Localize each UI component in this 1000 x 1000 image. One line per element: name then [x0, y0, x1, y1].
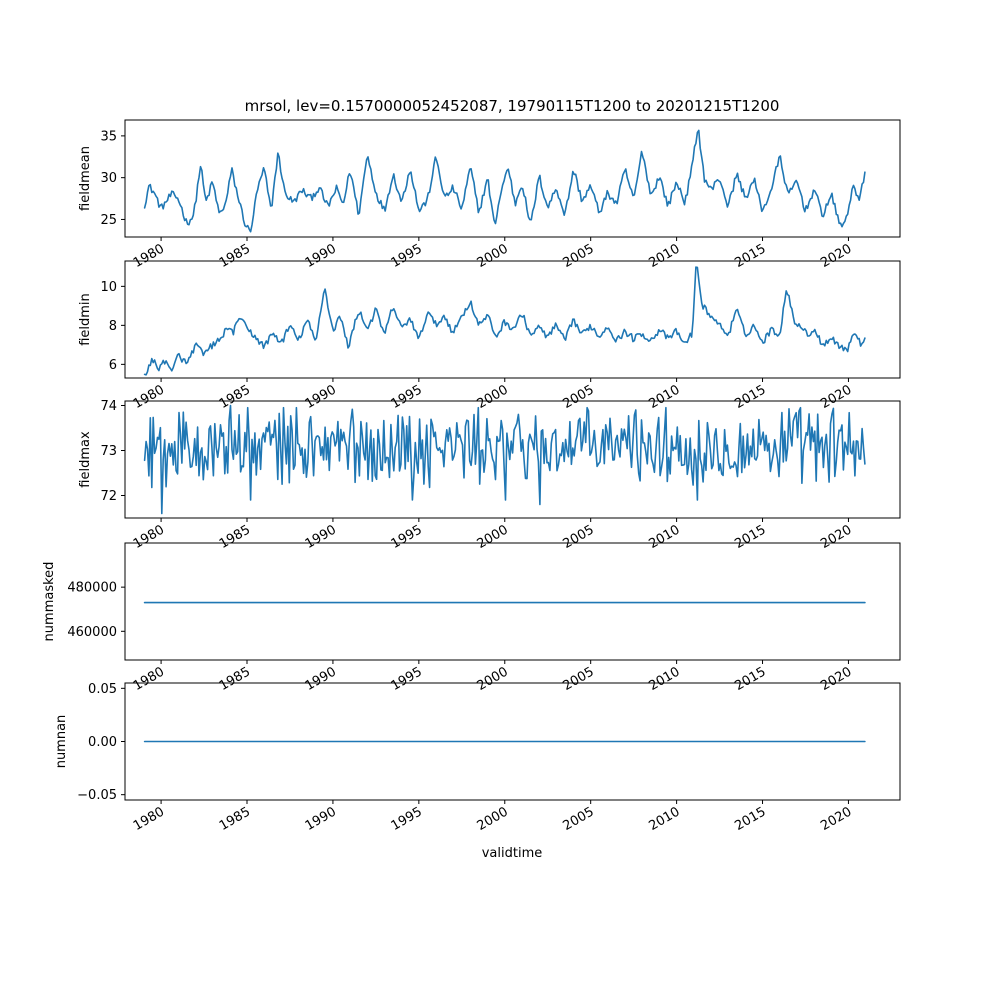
panel-numnan: −0.05 0.00 0.05 numnan 1980 1985 1990 1995 2000 2…: [54, 682, 901, 834]
x-tick-label: 2010: [646, 382, 682, 412]
y-axis-label: fieldmin: [78, 293, 93, 346]
x-tick-label: 2005: [561, 804, 597, 834]
x-tick-label: 2020: [818, 382, 854, 412]
x-tick-label: 2020: [818, 804, 854, 834]
series-line-fieldmax: [143, 404, 866, 515]
x-tick-label: 2005: [561, 382, 597, 412]
x-tick-label: 2010: [646, 241, 682, 271]
x-tick-label: 1990: [303, 522, 339, 552]
panel-fieldmax: 72 73 74 fieldmax 1980 1985 1990 1995 2000 2005 20…: [78, 399, 901, 552]
x-tick-label: 1990: [303, 241, 339, 271]
x-tick-label: 1980: [131, 382, 167, 412]
plot-frame: [124, 542, 901, 661]
x-tick-label: 2000: [475, 804, 511, 834]
x-tick-label: 2015: [732, 804, 768, 834]
y-tick-label: 460000: [67, 625, 117, 640]
y-tick-label: 73: [100, 444, 117, 459]
panels: 25 30 35 fieldmean 1980 1985 1990 1995 2000 2005 2…: [42, 119, 901, 834]
x-tick-label: 2015: [732, 382, 768, 412]
series-line-fieldmin: [143, 266, 866, 376]
x-tick-label: 1985: [217, 522, 253, 552]
x-tick-label: 2005: [561, 664, 597, 694]
y-tick-label: 25: [100, 213, 117, 228]
panel-fieldmean: 25 30 35 fieldmean 1980 1985 1990 1995 2000 2005 2…: [78, 119, 901, 271]
x-tick-label: 1990: [303, 804, 339, 834]
x-tick-label: 1985: [217, 804, 253, 834]
x-tick-label: 2000: [475, 241, 511, 271]
x-tick-label: 1985: [217, 241, 253, 271]
plot-frame: [124, 260, 901, 379]
x-tick-label: 2020: [818, 522, 854, 552]
x-axis-label: validtime: [482, 846, 543, 861]
y-tick-label: 480000: [67, 581, 117, 596]
x-tick-label: 2020: [818, 664, 854, 694]
x-tick-label: 2010: [646, 804, 682, 834]
x-tick-label: 2000: [475, 382, 511, 412]
x-tick-label: 2020: [818, 241, 854, 271]
x-tick-label: 1980: [131, 241, 167, 271]
x-tick-label: 1980: [131, 664, 167, 694]
x-tick-label: 1995: [389, 522, 425, 552]
x-tick-label: 1990: [303, 382, 339, 412]
x-tick-label: 1990: [303, 664, 339, 694]
x-tick-label: 2015: [732, 522, 768, 552]
y-tick-label: 35: [100, 129, 117, 144]
series-line-fieldmean: [143, 129, 866, 233]
x-tick-label: 2015: [732, 664, 768, 694]
y-tick-label: 6: [109, 358, 117, 373]
y-tick-label: 30: [100, 171, 117, 186]
x-tick-label: 1995: [389, 382, 425, 412]
y-tick-label: 74: [100, 399, 117, 414]
y-tick-label: 0.00: [88, 735, 117, 750]
y-tick-label: 72: [100, 489, 117, 504]
x-tick-label: 1995: [389, 241, 425, 271]
x-tick-label: 2000: [475, 664, 511, 694]
x-tick-label: 2010: [646, 522, 682, 552]
plot-frame: [124, 119, 901, 238]
x-tick-label: 2005: [561, 522, 597, 552]
y-tick-label: 0.05: [88, 682, 117, 697]
y-axis-label: nummasked: [42, 562, 57, 642]
x-tick-label: 2005: [561, 241, 597, 271]
plot-frame: [124, 400, 901, 519]
y-axis-label: fieldmax: [78, 431, 93, 488]
y-tick-label: −0.05: [77, 788, 117, 803]
panel-nummasked: 460000 480000 nummasked 1980 1985 1990 1995 200…: [42, 542, 901, 694]
x-tick-label: 2000: [475, 522, 511, 552]
y-tick-label: 10: [100, 280, 117, 295]
x-tick-label: 2015: [732, 241, 768, 271]
x-tick-label: 1995: [389, 804, 425, 834]
y-axis-label: fieldmean: [78, 146, 93, 211]
x-tick-label: 1980: [131, 522, 167, 552]
x-tick-label: 1985: [217, 664, 253, 694]
x-tick-label: 1980: [131, 804, 167, 834]
y-axis-label: numnan: [54, 715, 69, 769]
x-tick-label: 1995: [389, 664, 425, 694]
chart-title: mrsol, lev=0.1570000052452087, 19790115T…: [245, 97, 780, 115]
x-tick-label: 2010: [646, 664, 682, 694]
y-tick-label: 8: [109, 319, 117, 334]
